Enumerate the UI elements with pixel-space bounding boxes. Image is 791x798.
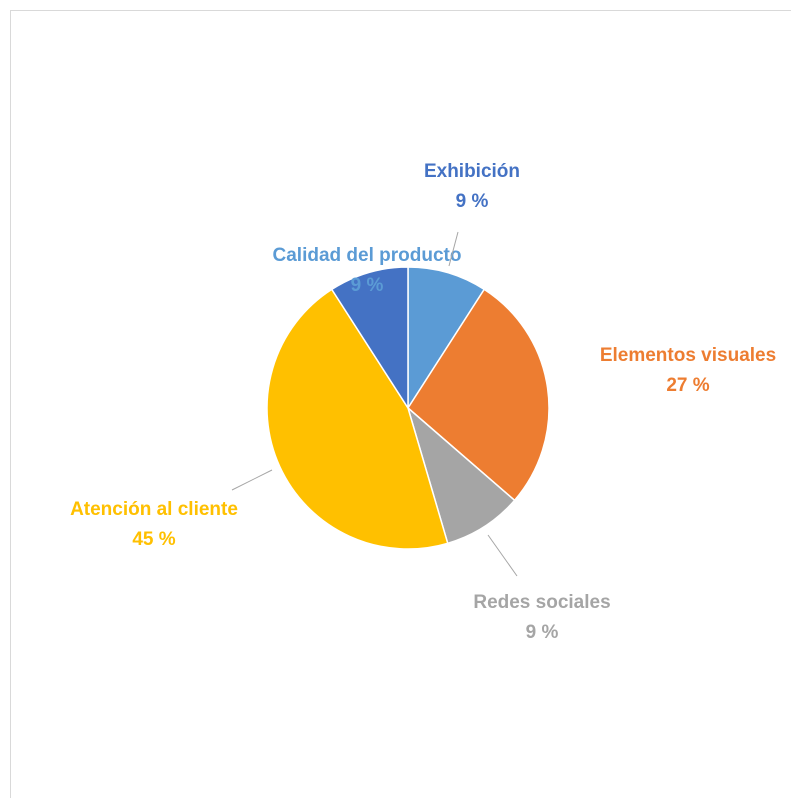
pie <box>266 266 550 550</box>
pie-slice <box>407 288 550 502</box>
data-label-name: Exhibición <box>424 161 520 182</box>
data-label-name: Redes sociales <box>473 592 610 613</box>
data-label-name: Atención al cliente <box>70 499 238 520</box>
pie-slice <box>406 405 516 545</box>
pie-slice <box>330 266 409 411</box>
data-label-name: Elementos visuales <box>600 345 776 366</box>
data-label-value: 45 % <box>132 529 175 550</box>
data-label-value: 9 % <box>456 191 489 212</box>
pie-slice <box>266 288 449 550</box>
data-label-value: 9 % <box>351 275 384 296</box>
leader-line <box>448 231 459 267</box>
data-label-name: Calidad del producto <box>273 245 462 266</box>
data-label-value: 9 % <box>526 622 559 643</box>
pie-slice <box>407 266 486 411</box>
data-label-value: 27 % <box>666 375 709 396</box>
leader-line <box>487 534 518 577</box>
labels: Calidad del producto 9 % Elementos visuale… <box>70 161 776 643</box>
leader-line <box>231 469 273 491</box>
